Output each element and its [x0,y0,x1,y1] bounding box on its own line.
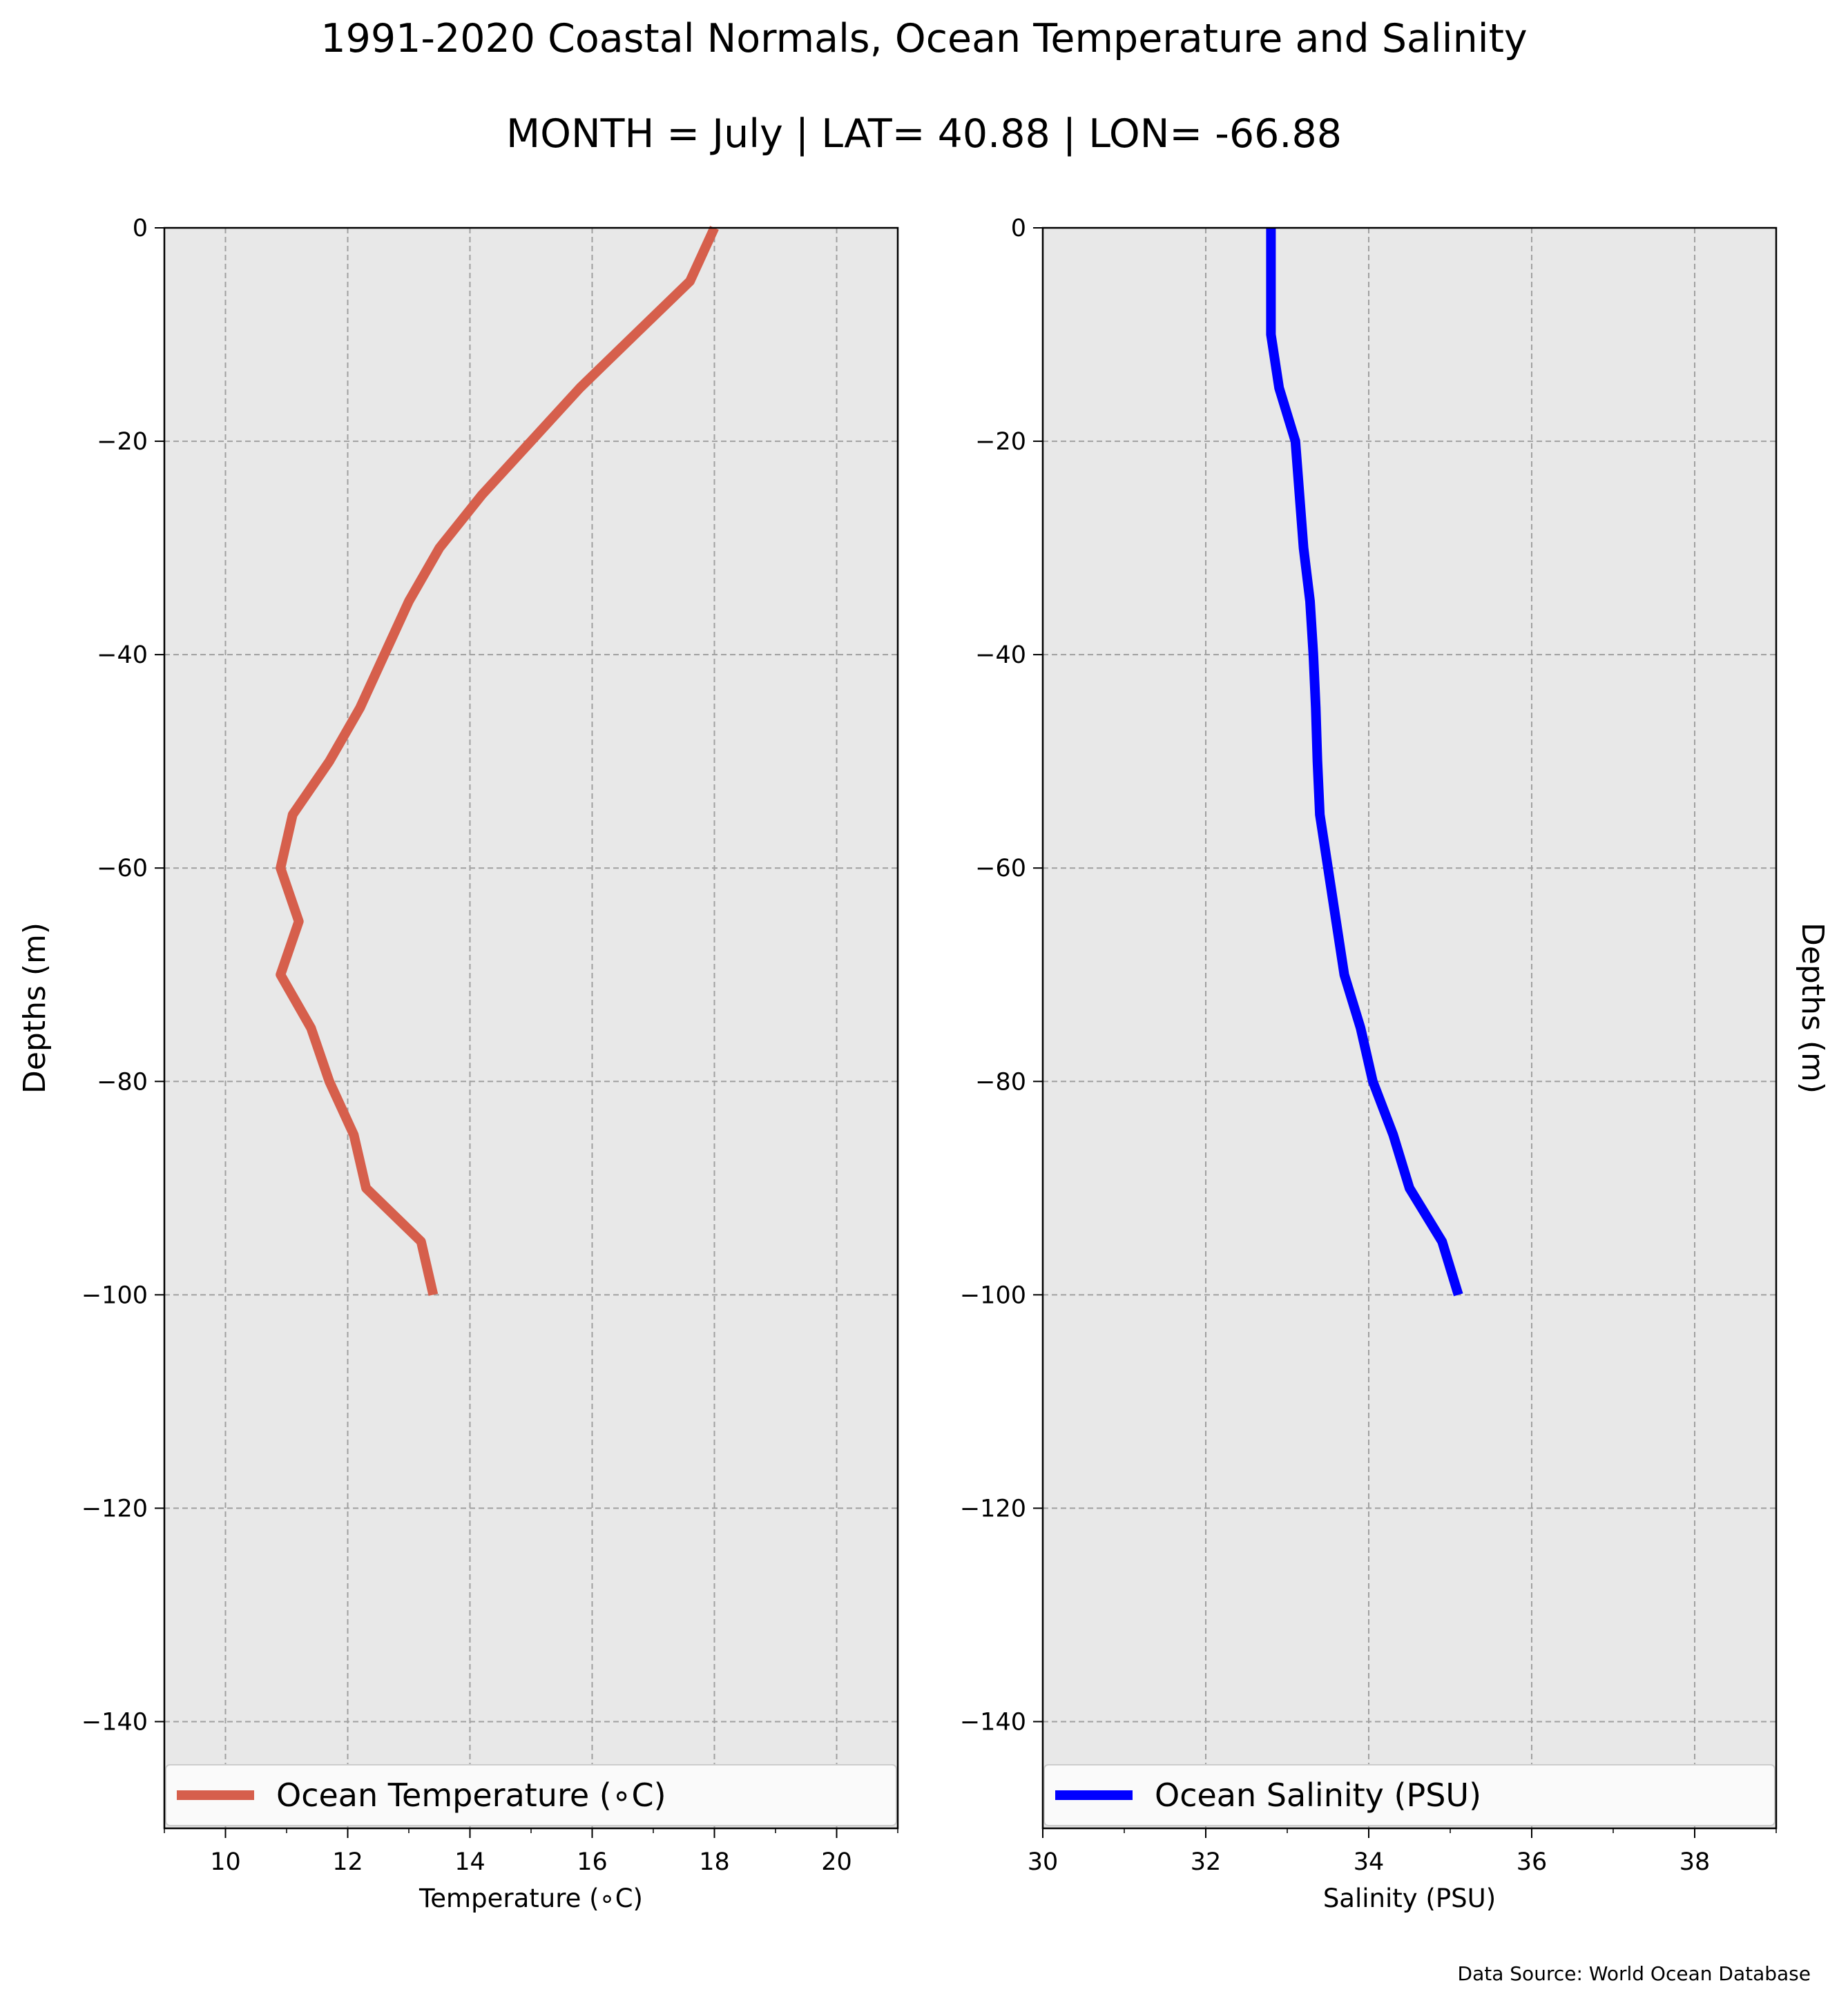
left-ylabel: Depths (m) [17,922,52,1094]
legend-box [1043,1764,1775,1826]
right-ylabel: Depths (m) [1795,922,1830,1094]
y-tick-label: −60 [97,855,148,882]
legend-label: Ocean Temperature (∘C) [276,1777,666,1814]
series-line [1266,228,1463,1297]
y-tick-label: −80 [975,1068,1026,1096]
y-tick-label: −120 [81,1495,148,1522]
series-line [276,226,719,1296]
x-tick-label: 18 [699,1848,730,1876]
y-tick-label: −20 [975,428,1026,456]
x-tick-label: 14 [454,1848,485,1876]
y-tick-label: −140 [81,1708,148,1736]
y-tick-label: 0 [133,215,148,242]
plot-frame [163,226,899,1830]
plot-area [1043,228,1776,1828]
salinity-panel: 30 32 34 36 38 0 −20 −40 −60 −80 −100 −120 −140 Ocean… [960,215,1778,1913]
y-tick-label: −40 [97,641,148,669]
legend-box [165,1764,897,1826]
x-tick-label: 10 [210,1848,241,1876]
data-source: Data Source: World Ocean Database [1458,1962,1811,1985]
plot-frame [1041,226,1778,1830]
x-tick-label: 30 [1028,1848,1059,1876]
x-tick-label: 16 [577,1848,608,1876]
x-tick-label: 20 [821,1848,852,1876]
x-tick-label: 32 [1191,1848,1222,1876]
y-tick-label: −40 [975,641,1026,669]
y-tick-label: −100 [81,1281,148,1309]
x-tick-label: 12 [332,1848,363,1876]
y-tick-label: −80 [97,1068,148,1096]
x-axis-label: Salinity (PSU) [1323,1884,1496,1913]
plot-area [164,228,898,1828]
y-tick-label: 0 [1011,215,1026,242]
chart-title: 1991-2020 Coastal Normals, Ocean Tempera… [320,16,1527,61]
x-tick-label: 34 [1354,1848,1385,1876]
x-tick-label: 36 [1517,1848,1548,1876]
y-tick-label: −120 [960,1495,1026,1522]
legend-label: Ocean Salinity (PSU) [1155,1777,1481,1814]
x-tick-label: 38 [1679,1848,1711,1876]
y-tick-label: −20 [97,428,148,456]
temperature-panel: 10 12 14 16 18 20 0 −20 −40 −60 −80 −100 −120 −140 Oce… [81,215,899,1913]
y-tick-label: −140 [960,1708,1026,1736]
y-tick-label: −60 [975,855,1026,882]
chart-subtitle: MONTH = July | LAT= 40.88 | LON= -66.88 [506,111,1342,157]
y-tick-label: −100 [960,1281,1026,1309]
x-axis-label: Temperature (∘C) [418,1884,643,1913]
